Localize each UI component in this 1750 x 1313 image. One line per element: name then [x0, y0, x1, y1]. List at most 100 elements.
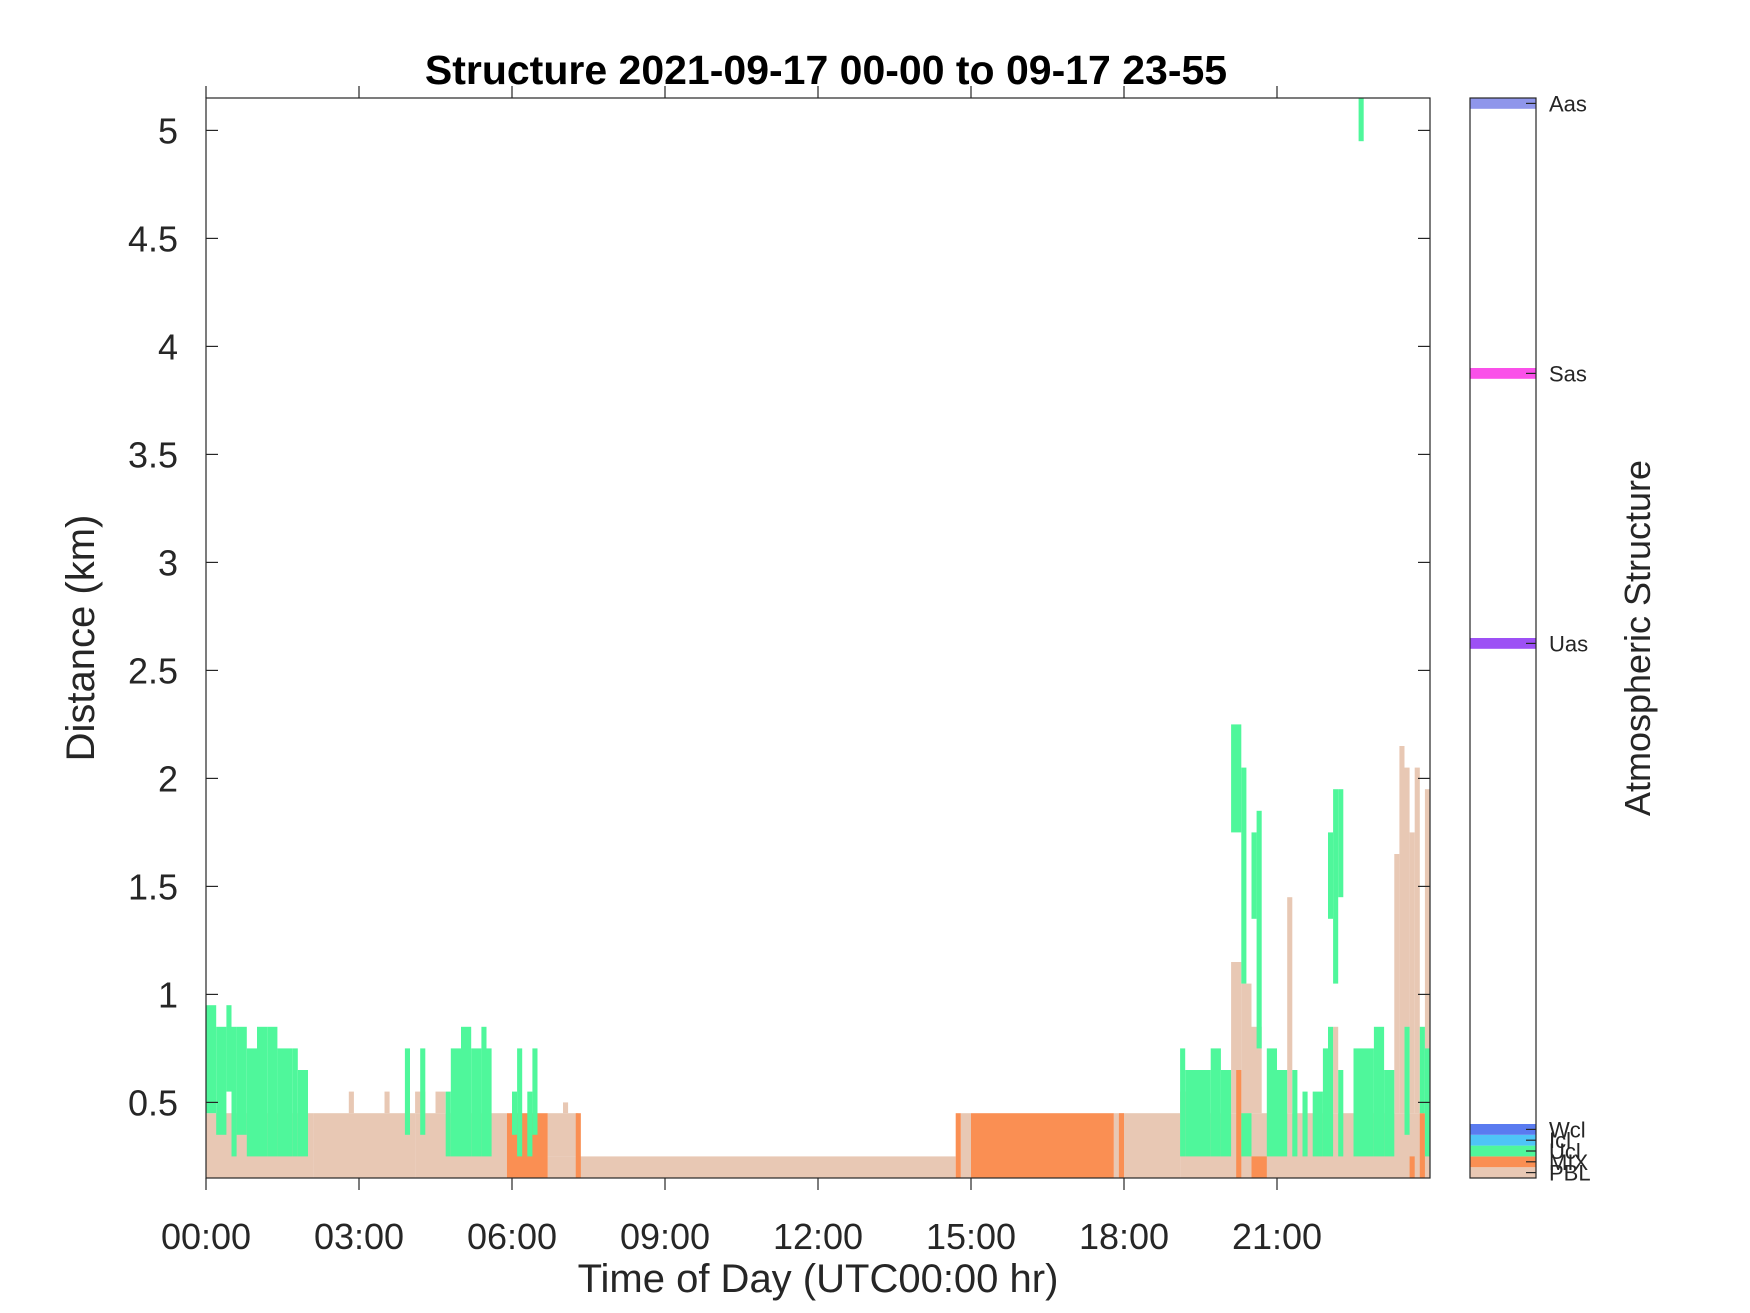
cell-ucl-11: [404, 1048, 410, 1135]
cell-mix-4: [1118, 1113, 1124, 1178]
plot-area: [205, 97, 1431, 1179]
x-tick-label: 09:00: [620, 1216, 710, 1257]
cell-pbl-8: [547, 1113, 579, 1157]
cell-ucl-43: [1353, 1048, 1374, 1157]
cell-pbl-7: [547, 1156, 956, 1178]
cell-pbl-12: [1124, 1113, 1181, 1178]
cell-pbl-9: [563, 1102, 569, 1114]
y-tick-label: 4: [158, 326, 178, 367]
cell-pbl-25: [1424, 789, 1430, 1114]
colorbar-tick-label: Sas: [1549, 361, 1587, 386]
cell-ucl-6: [257, 1026, 268, 1157]
cell-ucl-37: [1322, 1048, 1328, 1157]
colorbar-swatch-aas: [1470, 98, 1536, 109]
colorbar-tick-label: Ucl: [1549, 1139, 1581, 1164]
colorbar-tick-label: Aas: [1549, 91, 1587, 116]
colorbar-swatch-pbl: [1470, 1167, 1536, 1178]
cell-ucl-3: [231, 1026, 237, 1157]
x-axis: 00:00 03:00 06:00 09:00 12:00 15:00 18:00 21:00: [161, 86, 1322, 1257]
x-tick-label: 21:00: [1232, 1216, 1322, 1257]
cell-ucl-26: [1220, 1070, 1232, 1157]
y-tick-label: 3: [158, 542, 178, 583]
cell-ucl-31: [1256, 810, 1262, 1049]
cell-pbl-6: [435, 1091, 446, 1114]
y-tick-label: 5: [158, 110, 178, 151]
cell-pbl-15: [1231, 962, 1242, 1114]
cell-ucl-16: [471, 1048, 482, 1157]
cell-pbl-16: [1241, 983, 1252, 1114]
y-tick-label: 2.5: [128, 650, 178, 691]
cell-ucl-33: [1277, 1070, 1288, 1157]
cell-mix-7: [1409, 1156, 1415, 1178]
cell-ucl-18: [486, 1048, 492, 1157]
cell-pbl-21: [1399, 746, 1405, 1114]
cell-ucl-40: [1333, 789, 1339, 984]
cell-ucl-15: [461, 1026, 472, 1157]
x-tick-label: 06:00: [467, 1216, 557, 1257]
colorbar-swatch-icl: [1470, 1134, 1536, 1146]
cell-ucl-45: [1384, 1070, 1395, 1157]
cell-mix-8: [1419, 1113, 1425, 1178]
x-tick-label: 00:00: [161, 1216, 251, 1257]
cell-pbl-10: [960, 1113, 971, 1178]
cell-ucl-4: [236, 1026, 247, 1135]
colorbar-tick-label: MIX: [1549, 1150, 1588, 1175]
cell-ucl-29: [1241, 1113, 1252, 1157]
cell-pbl-2: [348, 1091, 354, 1114]
colorbar-swatch-wcl: [1470, 1124, 1536, 1135]
colorbar-tick-label: Icl: [1549, 1128, 1571, 1153]
cell-ucl-46: [1404, 1026, 1410, 1135]
cell-ucl-25: [1210, 1048, 1221, 1157]
cell-ucl-47: [1419, 1026, 1425, 1114]
chart-title: Structure 2021-09-17 00-00 to 09-17 23-5…: [425, 47, 1227, 93]
cell-ucl-10: [297, 1070, 308, 1157]
cell-ucl-24: [1185, 1070, 1211, 1157]
y-tick-label: 3.5: [128, 434, 178, 475]
cell-ucl-21: [527, 1091, 533, 1157]
cell-ucl-17: [481, 1026, 487, 1157]
colorbar-swatch-ucl: [1470, 1145, 1536, 1157]
cell-pbl-1: [313, 1113, 416, 1178]
cell-pbl-17: [1251, 1026, 1262, 1114]
cell-mix-2: [955, 1113, 961, 1178]
x-tick-label: 03:00: [314, 1216, 404, 1257]
cell-ucl-8: [277, 1048, 293, 1157]
colorbar-frame: [1469, 97, 1537, 1179]
cell-ucl-9: [292, 1048, 298, 1157]
cell-ucl-34: [1292, 1070, 1298, 1157]
cell-mix-3: [971, 1113, 1114, 1178]
cell-pbl-20: [1394, 854, 1400, 1114]
cell-ucl-2: [226, 1005, 232, 1092]
cell-ucl-7: [267, 1026, 278, 1157]
cell-ucl-13: [445, 1091, 451, 1157]
cell-pbl-23: [1409, 832, 1415, 1114]
cell-mix-1: [575, 1113, 581, 1178]
cell-mix-5: [1236, 1070, 1242, 1178]
cell-ucl-30: [1251, 832, 1257, 919]
x-tick-label: 18:00: [1079, 1216, 1169, 1257]
colorbar-swatch-mix: [1470, 1156, 1536, 1168]
y-tick-label: 2: [158, 758, 178, 799]
cell-ucl-23: [1180, 1048, 1186, 1157]
y-axis: 0.5 1 1.5 2 2.5 3 3.5 4 4.5 5: [128, 110, 1430, 1123]
y-tick-label: 1: [158, 974, 178, 1015]
y-tick-label: 0.5: [128, 1082, 178, 1123]
colorbar-tick-label: Uas: [1549, 631, 1588, 656]
cell-ucl-42: [1328, 832, 1334, 919]
cell-ucl-12: [420, 1048, 426, 1135]
colorbar-swatch-uas: [1470, 638, 1536, 649]
colorbar-swatch-sas: [1470, 368, 1536, 379]
cell-ucl-36: [1312, 1091, 1323, 1157]
y-axis-label: Distance (km): [59, 515, 103, 762]
x-axis-label: Time of Day (UTC00:00 hr): [578, 1257, 1059, 1301]
colorbar-tick-label: PBL: [1549, 1161, 1591, 1186]
cell-pbl-22: [1404, 767, 1410, 1114]
cell-mix-6: [1251, 1156, 1267, 1178]
y-tick-label: 1.5: [128, 866, 178, 907]
cell-ucl-14: [450, 1048, 461, 1157]
colorbar-tick-label: Wcl: [1549, 1117, 1586, 1142]
cell-pbl-24: [1414, 767, 1420, 1114]
plot-background: [206, 98, 1430, 1178]
